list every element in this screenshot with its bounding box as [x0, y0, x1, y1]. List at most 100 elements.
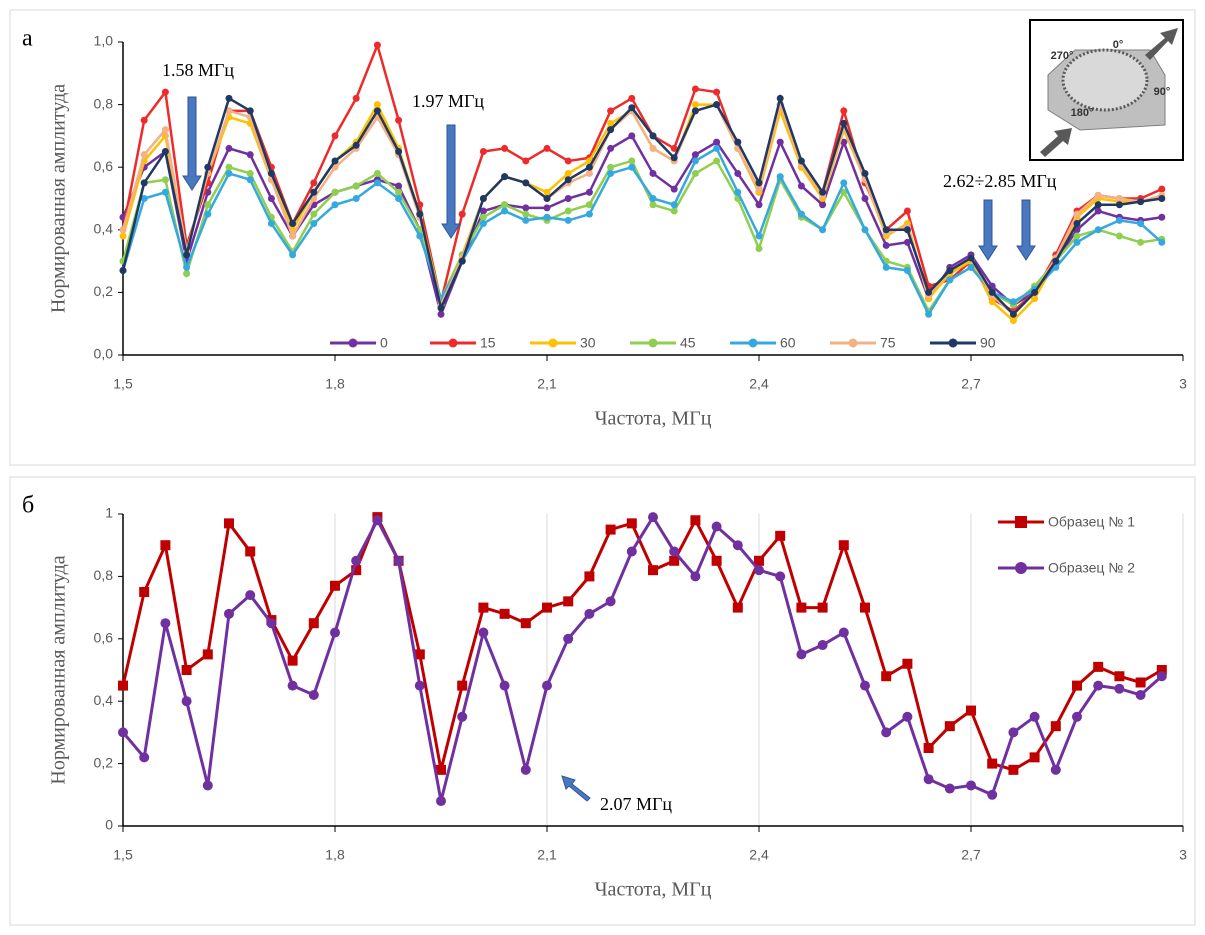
data-point [416, 210, 424, 218]
data-point [1029, 711, 1040, 722]
data-point [838, 540, 849, 551]
x-tick-label: 2,7 [961, 376, 981, 392]
data-point [628, 94, 636, 102]
x-tick-label: 3 [1179, 376, 1187, 392]
y-tick-label: 0,4 [94, 221, 114, 237]
data-point [564, 176, 572, 184]
data-point [160, 540, 171, 551]
series-line [121, 513, 1163, 772]
legend-marker [648, 338, 658, 348]
data-point [543, 204, 551, 212]
data-point [1135, 677, 1146, 688]
data-point [732, 540, 743, 551]
data-point [331, 132, 339, 140]
data-point [564, 195, 572, 202]
data-point [1093, 661, 1104, 672]
x-tick-label: 2,1 [537, 847, 557, 863]
data-point [564, 157, 572, 165]
data-point [840, 138, 848, 146]
data-point [289, 220, 297, 228]
data-point [563, 633, 574, 644]
data-point [352, 195, 360, 202]
data-point [522, 157, 530, 165]
data-point [183, 263, 191, 271]
data-point [522, 210, 530, 218]
data-point [543, 213, 551, 221]
data-point [479, 207, 487, 215]
data-point [499, 608, 510, 619]
data-point [393, 555, 404, 566]
data-point [607, 169, 615, 177]
y-tick-label: 0,0 [94, 346, 114, 362]
data-point [458, 210, 466, 218]
data-point [967, 254, 975, 262]
data-point [1135, 689, 1146, 700]
annotation-arrow [561, 775, 591, 802]
y-tick-label: 1 [105, 505, 113, 521]
data-point [691, 85, 699, 93]
data-point [225, 163, 233, 171]
panel-label: б [22, 493, 34, 519]
legend-marker [448, 338, 458, 348]
data-point [670, 144, 678, 152]
data-point [266, 618, 277, 629]
data-point [352, 182, 360, 190]
data-point [1073, 232, 1081, 240]
legend-marker [748, 338, 758, 348]
annotation: 1.58 МГц [162, 60, 234, 80]
data-point [903, 238, 911, 246]
data-point [289, 232, 297, 240]
data-point [479, 220, 487, 228]
data-point [119, 266, 127, 274]
data-point [499, 680, 510, 691]
data-point [626, 546, 637, 557]
data-point [1050, 721, 1061, 732]
inset-label: 0° [1113, 39, 1124, 51]
data-point [478, 602, 489, 613]
data-point [882, 226, 890, 234]
data-point [607, 144, 615, 152]
inset-label: 270° [1051, 50, 1074, 62]
data-point [520, 618, 531, 629]
data-point [331, 201, 339, 209]
y-tick-label: 0,6 [94, 158, 114, 174]
data-point [734, 169, 742, 177]
data-point [1115, 216, 1123, 224]
data-point [670, 207, 678, 215]
data-point [649, 195, 657, 202]
data-point [628, 132, 636, 140]
data-point [373, 179, 381, 187]
data-point [501, 144, 509, 152]
data-point [628, 163, 636, 171]
annotation: 1.97 МГц [412, 91, 484, 111]
data-point [140, 179, 148, 187]
data-point [373, 41, 381, 49]
data-point [522, 179, 530, 187]
data-point [628, 104, 636, 112]
legend-marker [1015, 516, 1027, 528]
data-point [796, 602, 807, 613]
data-point [648, 565, 658, 576]
annotation-arrow [182, 96, 202, 191]
data-point [1158, 213, 1166, 221]
inset-diagram: 270° 0° 90° 180° [1029, 19, 1184, 161]
data-point [923, 774, 934, 785]
data-point [776, 173, 784, 181]
data-point [713, 144, 721, 152]
data-point [204, 201, 212, 209]
data-point [437, 304, 445, 312]
data-point [310, 179, 318, 187]
data-point [713, 157, 721, 165]
data-point [161, 126, 169, 134]
data-point [183, 270, 191, 278]
data-point [289, 251, 297, 259]
data-point [775, 571, 786, 582]
inset-label: 180° [1071, 107, 1094, 119]
data-point [542, 680, 552, 691]
data-point [395, 195, 403, 202]
x-tick-label: 1,5 [113, 376, 133, 392]
x-axis-label: Частота, МГц [595, 408, 712, 430]
data-point [1073, 210, 1081, 218]
data-point [966, 780, 976, 791]
data-point [1094, 191, 1102, 199]
